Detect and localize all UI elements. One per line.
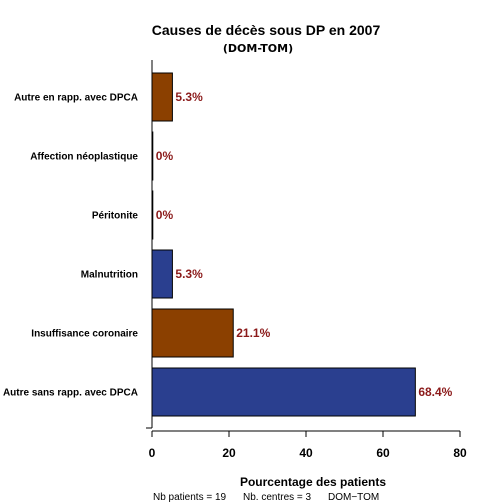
y-axis	[146, 60, 153, 429]
bar	[151, 249, 173, 299]
x-tick-label: 20	[222, 446, 236, 460]
bar	[151, 72, 173, 122]
x-tick-label: 60	[376, 446, 390, 460]
category-label: Insuffisance coronaire	[31, 329, 138, 340]
category-label: Autre sans rapp. avec DPCA	[3, 388, 138, 399]
category-label: Affection néoplastique	[30, 152, 138, 163]
chart-subtitle: (DOM-TOM)	[223, 42, 293, 55]
bar	[151, 131, 154, 181]
footer-patients: Nb patients = 19	[153, 492, 227, 503]
value-label: 5.3%	[175, 90, 203, 104]
x-tick-label: 0	[149, 446, 156, 460]
value-label: 5.3%	[175, 267, 203, 281]
value-labels: 5.3% 0% 0% 5.3% 21.1% 68.4%	[156, 90, 453, 399]
footer-centres: Nb. centres = 3	[243, 492, 312, 503]
category-labels: Autre en rapp. avec DPCA Affection néopla…	[3, 93, 138, 399]
value-label: 21.1%	[236, 326, 270, 340]
footer-region: DOM−TOM	[328, 492, 379, 503]
value-label: 0%	[156, 208, 174, 222]
category-label: Malnutrition	[81, 270, 138, 281]
chart-title: Causes de décès sous DP en 2007	[152, 22, 381, 38]
x-tick-label: 40	[299, 446, 313, 460]
x-tick-label: 80	[453, 446, 467, 460]
category-label: Autre en rapp. avec DPCA	[14, 93, 138, 104]
x-axis: 0 20 40 60 80	[149, 430, 467, 460]
bars-group	[151, 72, 416, 417]
value-label: 68.4%	[418, 385, 452, 399]
bar	[151, 367, 416, 417]
value-label: 0%	[156, 149, 174, 163]
x-axis-label: Pourcentage des patients	[240, 475, 386, 489]
category-label: Péritonite	[92, 211, 139, 222]
bar	[151, 308, 234, 358]
bar	[151, 190, 154, 240]
